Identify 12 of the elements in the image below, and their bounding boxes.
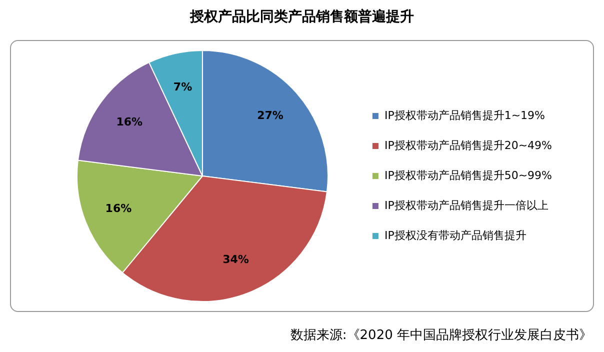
- legend-label: IP授权带动产品销售提升50~99%: [384, 168, 552, 182]
- data-label: 7%: [173, 80, 192, 94]
- legend-label: IP授权带动产品销售提升一倍以上: [384, 198, 548, 212]
- legend-label: IP授权没有带动产品销售提升: [384, 228, 526, 242]
- legend-label: IP授权带动产品销售提升20~49%: [384, 138, 552, 152]
- legend-label: IP授权带动产品销售提升1~19%: [384, 108, 546, 122]
- data-label: 16%: [116, 116, 143, 129]
- chart-title: 授权产品比同类产品销售额普遍提升: [188, 8, 415, 26]
- source-note: 数据来源:《2020 年中国品牌授权行业发展白皮书》: [290, 327, 592, 344]
- data-label: 34%: [222, 252, 249, 266]
- data-label: 27%: [257, 109, 284, 122]
- data-label: 16%: [105, 202, 132, 216]
